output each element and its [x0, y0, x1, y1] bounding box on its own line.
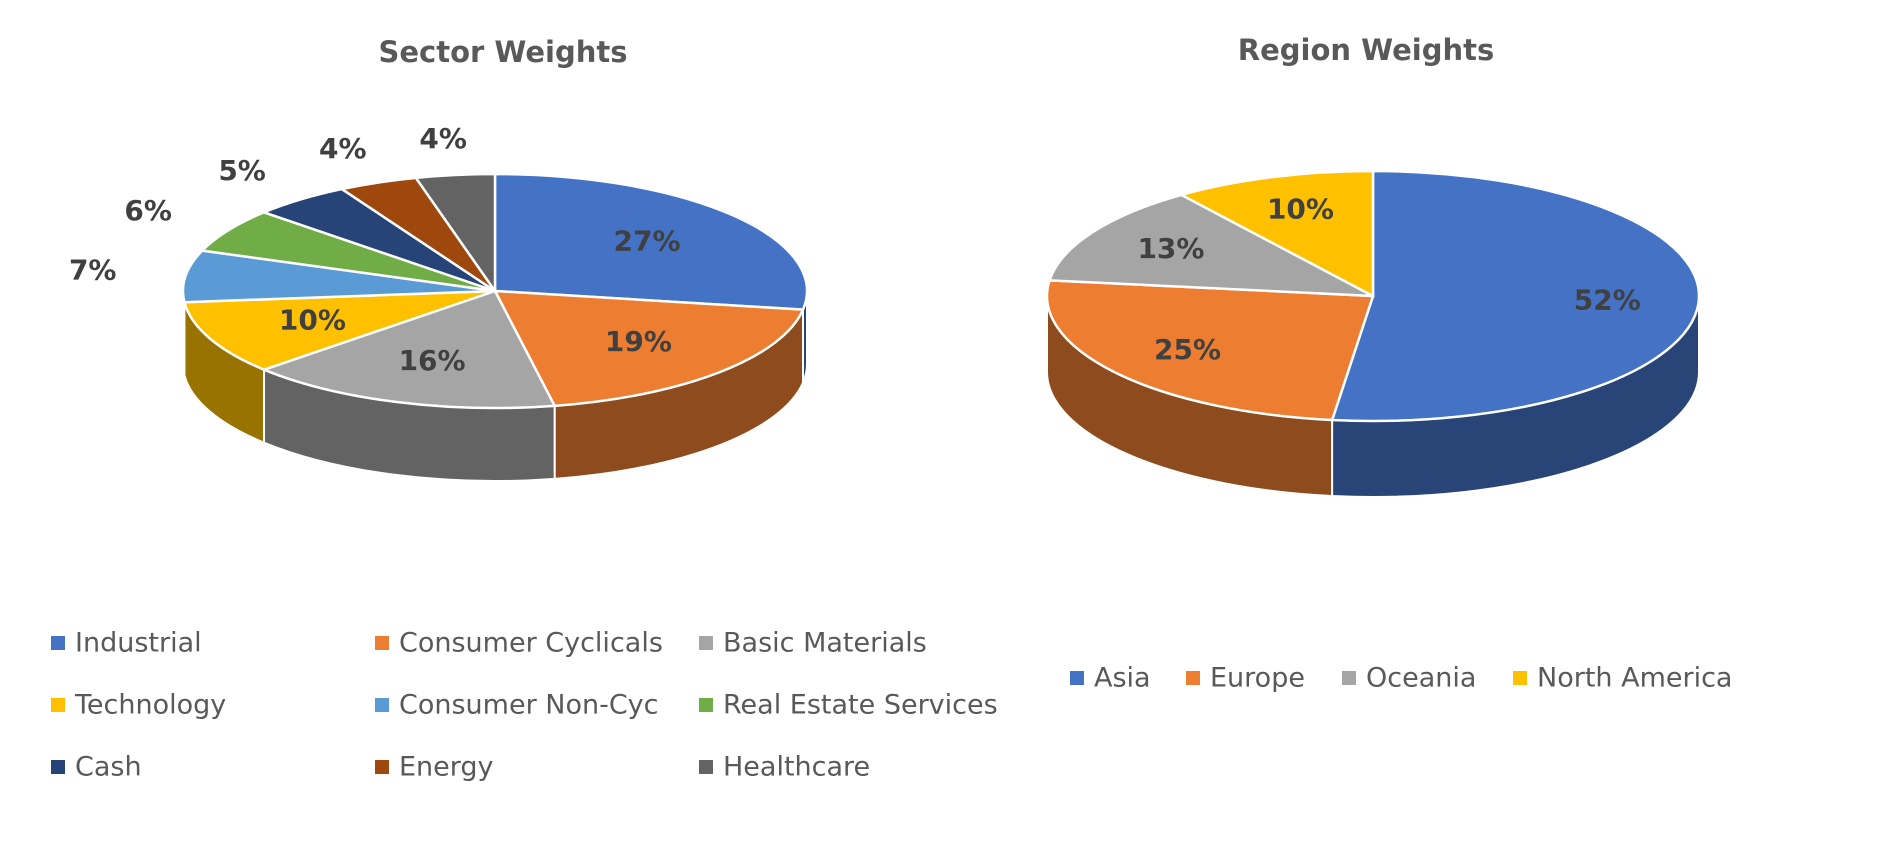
legend-swatch: [51, 636, 65, 650]
slice-consumer-cyclicals: [492, 289, 805, 408]
legend-label: Asia: [1094, 663, 1151, 694]
data-label-north-america: 10%: [1267, 192, 1334, 225]
region-pie-chart: Region Weights 52% 25% 13% 10% Asia Europe Oc…: [1045, 33, 1732, 694]
legend-item-basic-materials: Basic Materials: [699, 628, 927, 659]
legend-label: Technology: [74, 690, 226, 721]
slice-basic-materials: [260, 289, 557, 410]
sector-chart-title: Sector Weights: [378, 35, 627, 69]
legend-swatch: [51, 698, 65, 712]
legend-item-industrial: Industrial: [51, 628, 202, 659]
slice-healthcare: [413, 172, 497, 295]
data-label-energy: 4%: [319, 132, 367, 165]
legend-swatch: [1070, 671, 1084, 685]
sector-pie: 27% 19% 16% 10% 7%6% 5% 4% 4%: [69, 122, 809, 482]
region-pie: 52% 25% 13% 10%: [1045, 169, 1701, 498]
data-label-oceania: 13%: [1137, 232, 1204, 265]
legend-item-energy: Energy: [375, 752, 494, 783]
legend-label: Oceania: [1366, 663, 1476, 694]
slice-asia: [1330, 169, 1701, 423]
legend-swatch: [375, 698, 389, 712]
slice-europe: [1045, 279, 1375, 422]
legend-label: Basic Materials: [723, 628, 927, 659]
legend-item-technology: Technology: [51, 690, 226, 721]
legend-label: Energy: [399, 752, 494, 783]
slice-north-america: [1178, 169, 1375, 299]
pie-data-labels: 27% 19% 16% 10% 7%6% 5% 4% 4%: [69, 122, 681, 377]
legend-swatch: [375, 636, 389, 650]
legend-label: Healthcare: [723, 752, 870, 783]
pie-top: [1045, 169, 1701, 423]
legend-label: North America: [1537, 663, 1732, 694]
legend-label: Industrial: [75, 628, 202, 659]
legend-item-healthcare: Healthcare: [699, 752, 870, 783]
data-label-consumer-non-cyc: 7%: [69, 254, 117, 287]
legend-swatch: [699, 760, 713, 774]
pie-top: [181, 172, 809, 410]
legend-item-asia: Asia: [1070, 663, 1151, 694]
legend-swatch: [699, 698, 713, 712]
legend-swatch: [1342, 671, 1356, 685]
legend-label: Consumer Cyclicals: [399, 628, 663, 659]
data-label-asia: 52%: [1574, 284, 1641, 317]
data-label-basic-materials: 16%: [399, 344, 466, 377]
legend-item-consumer-non-cyc: Consumer Non-Cyc: [375, 690, 659, 721]
data-label-consumer-cyclicals: 19%: [605, 325, 672, 358]
legend-item-consumer-cyclicals: Consumer Cyclicals: [375, 628, 663, 659]
legend-label: Real Estate Services: [723, 690, 998, 721]
slice-technology: [182, 289, 496, 371]
region-chart-title: Region Weights: [1238, 33, 1494, 67]
data-label-healthcare: 4%: [419, 122, 467, 155]
data-label-europe: 25%: [1154, 333, 1221, 366]
legend-label: Consumer Non-Cyc: [399, 690, 659, 721]
region-legend: Asia Europe Oceania North America: [1070, 663, 1732, 694]
slice-oceania: [1047, 193, 1374, 298]
data-label-industrial: 27%: [614, 224, 681, 257]
legend-swatch: [699, 636, 713, 650]
legend-item-real-estate-services: Real Estate Services: [699, 690, 998, 721]
pie-data-labels: 52% 25% 13% 10%: [1137, 192, 1640, 366]
sector-legend: Industrial Consumer Cyclicals Basic Materi…: [51, 628, 998, 783]
legend-item-cash: Cash: [51, 752, 142, 783]
pie-sides: [182, 290, 808, 482]
legend-item-europe: Europe: [1186, 663, 1305, 694]
legend-item-oceania: Oceania: [1342, 663, 1476, 694]
sector-pie-chart: Sector Weights 27% 19% 16% 10% 7%6% 5% 4% 4% In…: [51, 35, 998, 783]
legend-item-north-america: North America: [1513, 663, 1732, 694]
legend-label: Cash: [75, 752, 142, 783]
legend-swatch: [1186, 671, 1200, 685]
slice-consumer-non-cyc: [181, 249, 496, 304]
data-label-technology: 10%: [279, 303, 346, 336]
slice-industrial: [493, 172, 809, 311]
legend-swatch: [1513, 671, 1527, 685]
legend-swatch: [51, 760, 65, 774]
legend-label: Europe: [1210, 663, 1305, 694]
legend-swatch: [375, 760, 389, 774]
data-label-real-estate-services: 6%: [124, 194, 172, 227]
data-label-cash: 5%: [218, 154, 266, 187]
